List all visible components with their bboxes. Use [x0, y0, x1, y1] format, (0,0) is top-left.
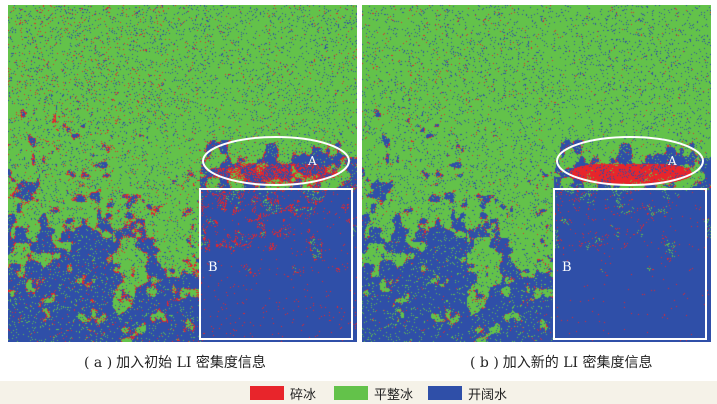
caption-tag: ( b ) [470, 355, 499, 371]
caption-b: ( b ) 加入新的 LI 密集度信息 [470, 352, 657, 372]
classification-map-b [362, 5, 711, 342]
map-panel-b: A B [362, 5, 711, 342]
overlay-b: A B [553, 136, 707, 340]
legend: 碎冰 平整冰 开阔水 [0, 381, 717, 404]
classification-map-a [8, 5, 357, 342]
region-b-label: B [208, 260, 218, 275]
legend-swatch [250, 386, 284, 400]
map-panel-a: A B [8, 5, 357, 342]
caption-a: ( a ) 加入初始 LI 密集度信息 [84, 352, 270, 372]
legend-item-broken-ice: 碎冰 [250, 385, 317, 403]
legend-swatch [334, 386, 368, 400]
region-a-ellipse [556, 136, 704, 186]
legend-label: 平整冰 [374, 387, 414, 403]
overlay-a: A B [199, 136, 353, 340]
caption-tag: ( a ) [84, 355, 113, 371]
region-a-label: A [667, 154, 677, 168]
legend-label: 碎冰 [290, 387, 317, 403]
region-a-label: A [307, 154, 317, 168]
region-b-box [553, 188, 707, 340]
region-b-box [199, 188, 353, 340]
caption-text: 加入初始 LI 密集度信息 [116, 355, 266, 371]
region-a-ellipse [202, 136, 350, 186]
legend-label: 开阔水 [468, 387, 508, 403]
region-b-label: B [562, 260, 572, 275]
legend-item-flat-ice: 平整冰 [334, 385, 414, 403]
caption-text: 加入新的 LI 密集度信息 [502, 355, 653, 371]
legend-swatch [428, 386, 462, 400]
legend-item-open-water: 开阔水 [428, 385, 508, 403]
